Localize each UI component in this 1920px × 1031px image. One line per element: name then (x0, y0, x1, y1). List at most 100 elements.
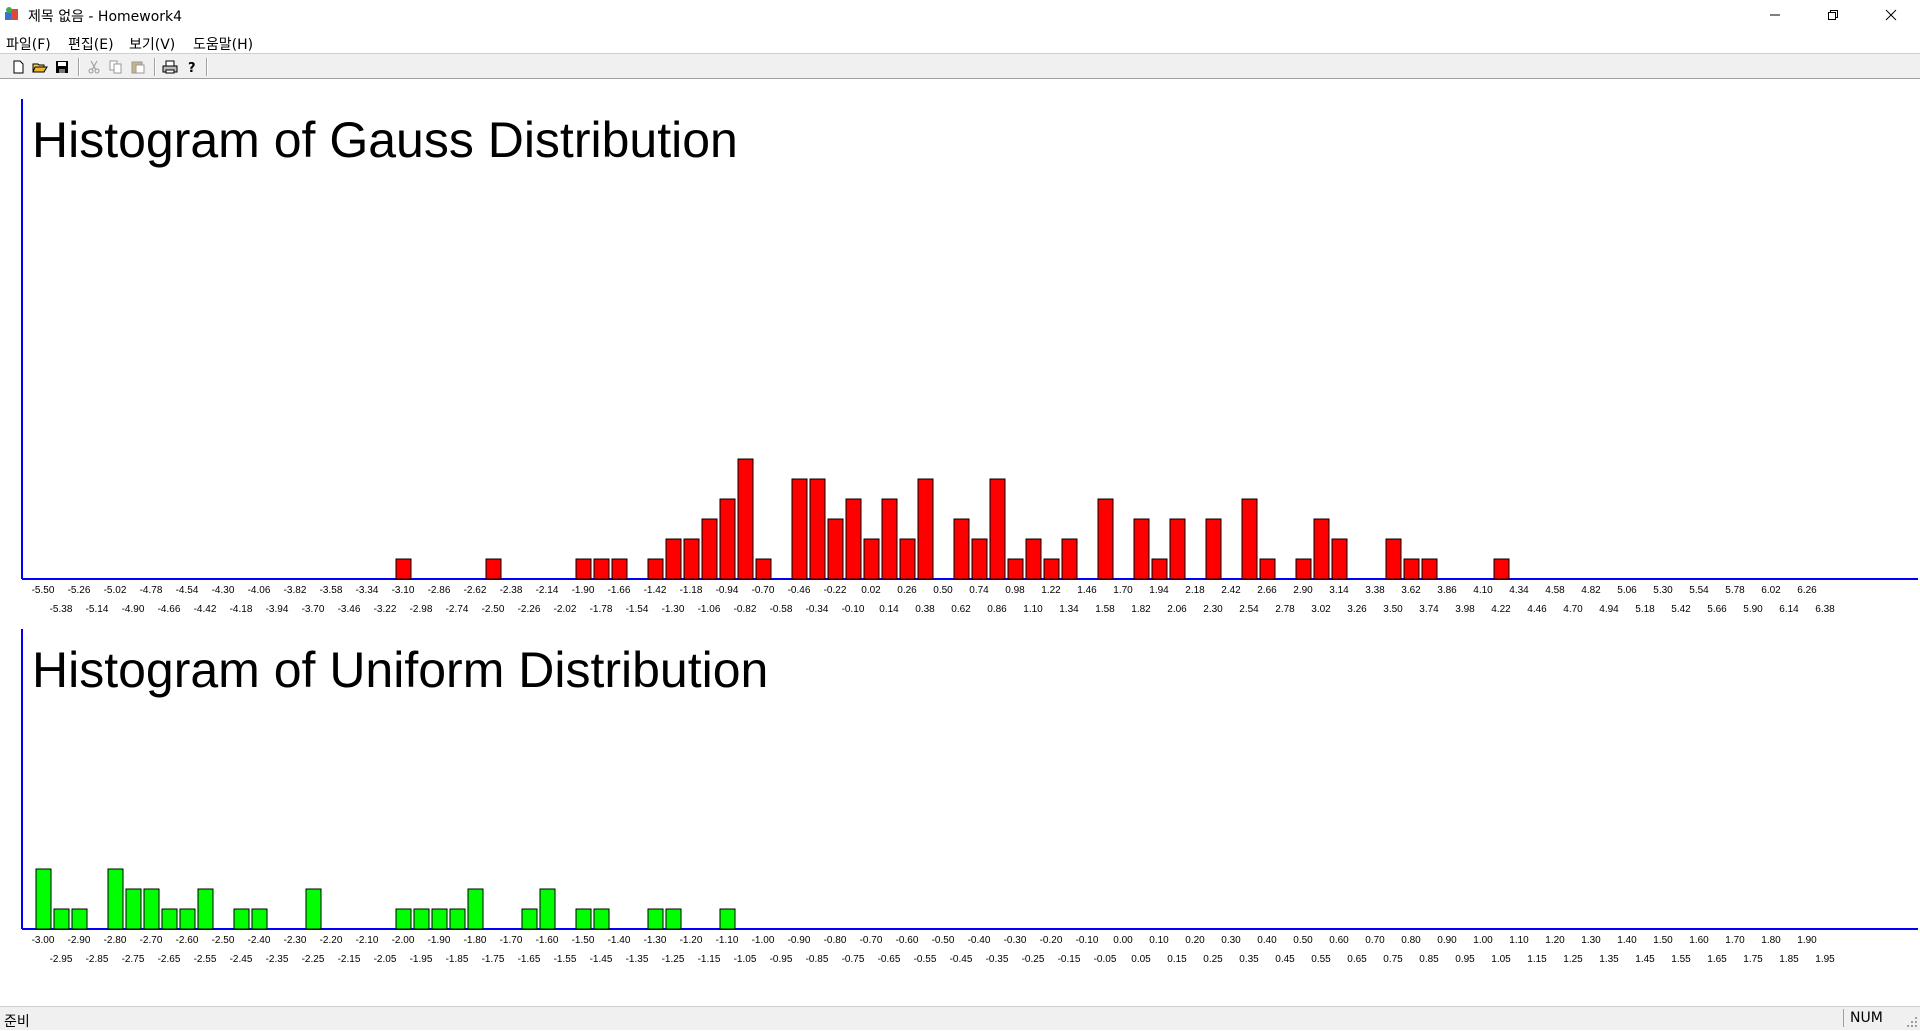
uniform-tick-label: -1.55 (554, 954, 577, 965)
uniform-tick-label: 1.95 (1815, 954, 1835, 965)
uniform-bar (179, 908, 196, 930)
print-button[interactable] (160, 57, 180, 77)
close-button[interactable] (1862, 0, 1920, 30)
resize-grip-icon[interactable] (1904, 1014, 1918, 1028)
uniform-tick-label: 0.55 (1311, 954, 1331, 965)
status-bar: 준비 NUM (0, 1006, 1920, 1030)
gauss-bar (1061, 538, 1078, 580)
uniform-tick-label: -2.35 (266, 954, 289, 965)
gauss-tick-label: 3.98 (1455, 604, 1475, 615)
uniform-tick-label: -1.60 (536, 935, 559, 946)
uniform-tick-label: -0.95 (770, 954, 793, 965)
gauss-bar (701, 518, 718, 580)
menu-help[interactable]: 도움말(H) (193, 37, 254, 53)
gauss-tick-label: -2.86 (428, 585, 451, 596)
open-button[interactable] (30, 57, 50, 77)
toolbar-separator (206, 58, 208, 76)
gauss-bar (899, 538, 916, 580)
uniform-tick-label: -3.00 (32, 935, 55, 946)
gauss-tick-label: -3.58 (320, 585, 343, 596)
uniform-tick-label: 1.70 (1725, 935, 1745, 946)
gauss-tick-label: 5.90 (1743, 604, 1763, 615)
uniform-tick-label: 1.30 (1581, 935, 1601, 946)
minimize-icon (1770, 14, 1780, 16)
uniform-tick-label: 1.60 (1689, 935, 1709, 946)
uniform-tick-label: 1.45 (1635, 954, 1655, 965)
gauss-tick-label: 2.90 (1293, 585, 1313, 596)
uniform-tick-label: 0.25 (1203, 954, 1223, 965)
gauss-bar (827, 518, 844, 580)
new-button[interactable] (8, 57, 28, 77)
uniform-tick-label: 0.75 (1383, 954, 1403, 965)
uniform-tick-label: 1.50 (1653, 935, 1673, 946)
gauss-tick-label: -5.02 (104, 585, 127, 596)
menu-edit[interactable]: 편집(E) (68, 37, 114, 53)
gauss-bar (1133, 518, 1150, 580)
mfc-app-icon (5, 7, 18, 20)
gauss-bar (485, 558, 502, 580)
title-bar: 제목 없음 - Homework4 (0, 0, 1920, 30)
menu-file[interactable]: 파일(F) (6, 37, 51, 53)
save-button[interactable] (52, 57, 72, 77)
gauss-tick-label: 2.54 (1239, 604, 1259, 615)
gauss-tick-label: -2.38 (500, 585, 523, 596)
uniform-tick-label: -1.30 (644, 935, 667, 946)
copy-button[interactable] (106, 57, 126, 77)
uniform-tick-label: 1.90 (1797, 935, 1817, 946)
gauss-bar (863, 538, 880, 580)
uniform-tick-label: 0.00 (1113, 935, 1133, 946)
uniform-tick-label: 1.10 (1509, 935, 1529, 946)
gauss-tick-label: -3.70 (302, 604, 325, 615)
gauss-chart-title: Histogram of Gauss Distribution (32, 112, 738, 168)
uniform-bar (53, 908, 70, 930)
gauss-tick-label: 3.14 (1329, 585, 1349, 596)
uniform-bar (107, 868, 124, 930)
help-button[interactable]: ? (182, 57, 202, 77)
uniform-tick-label: 1.55 (1671, 954, 1691, 965)
uniform-bar (431, 908, 448, 930)
uniform-tick-label: -0.05 (1094, 954, 1117, 965)
uniform-tick-label: -1.70 (500, 935, 523, 946)
gauss-bar (395, 558, 412, 580)
minimize-button[interactable] (1746, 0, 1804, 30)
cut-button[interactable] (84, 57, 104, 77)
gauss-tick-label: -2.50 (482, 604, 505, 615)
restore-icon (1828, 10, 1838, 20)
paste-button[interactable] (128, 57, 148, 77)
gauss-bar (845, 498, 862, 580)
uniform-tick-label: 0.50 (1293, 935, 1313, 946)
uniform-tick-label: 0.65 (1347, 954, 1367, 965)
uniform-tick-label: 0.10 (1149, 935, 1169, 946)
gauss-bar (1385, 538, 1402, 580)
gauss-tick-label: -2.26 (518, 604, 541, 615)
toolbar: ? (0, 53, 1920, 79)
uniform-tick-label: -0.75 (842, 954, 865, 965)
gauss-bar (1421, 558, 1438, 580)
menu-bar: 파일(F) 편집(E) 보기(V) 도움말(H) (0, 30, 1920, 53)
uniform-bar (233, 908, 250, 930)
gauss-bar (1259, 558, 1276, 580)
gauss-tick-label: 2.30 (1203, 604, 1223, 615)
gauss-bar (1007, 558, 1024, 580)
gauss-tick-label: -1.42 (644, 585, 667, 596)
gauss-tick-label: 4.82 (1581, 585, 1601, 596)
uniform-tick-label: -2.20 (320, 935, 343, 946)
gauss-bar (647, 558, 664, 580)
gauss-tick-label: -4.54 (176, 585, 199, 596)
gauss-tick-label: 0.86 (987, 604, 1007, 615)
uniform-tick-label: -1.00 (752, 935, 775, 946)
new-icon (13, 60, 24, 74)
uniform-tick-label: -2.45 (230, 954, 253, 965)
uniform-tick-label: -2.95 (50, 954, 73, 965)
gauss-tick-label: -1.06 (698, 604, 721, 615)
menu-view[interactable]: 보기(V) (129, 37, 176, 53)
restore-button[interactable] (1804, 0, 1862, 30)
gauss-tick-label: 0.38 (915, 604, 935, 615)
window-title: 제목 없음 - Homework4 (28, 9, 183, 25)
gauss-bar (1241, 498, 1258, 580)
uniform-bar (413, 908, 430, 930)
gauss-tick-label: -0.58 (770, 604, 793, 615)
uniform-tick-label: 0.15 (1167, 954, 1187, 965)
gauss-tick-label: 2.78 (1275, 604, 1295, 615)
uniform-tick-label: -0.30 (1004, 935, 1027, 946)
